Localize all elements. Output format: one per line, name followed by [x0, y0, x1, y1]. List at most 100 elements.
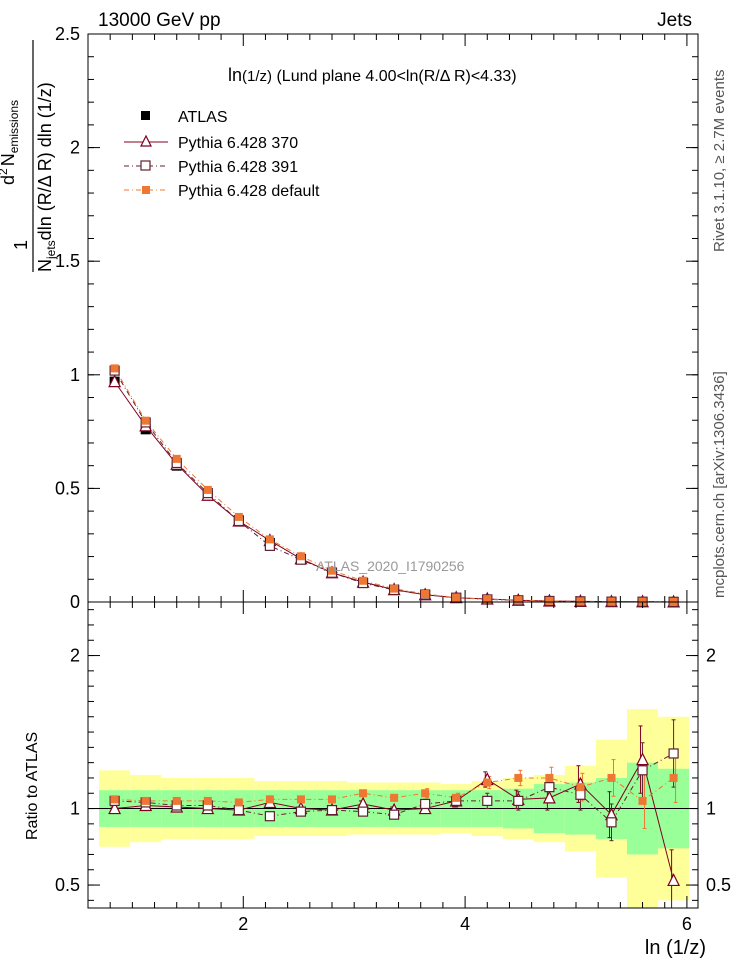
ratio-series-point [421, 789, 430, 798]
legend: ATLAS Pythia 6.428 370 Pythia 6.428 391 … [124, 109, 320, 200]
ratio-series-point [575, 789, 586, 800]
ratio-y-tick-label: 1 [70, 799, 80, 819]
ratio-series-point [172, 796, 181, 805]
ratio-frame [87, 601, 699, 909]
ratio-series-point [265, 795, 274, 804]
ratio-series-point [637, 765, 648, 776]
title-main: ln [228, 65, 242, 85]
main-y-tick-label: 2.5 [55, 24, 80, 44]
main-data [108, 364, 681, 608]
ratio-y-label: Ratio to ATLAS [24, 732, 41, 840]
ratio-series-point [606, 817, 617, 828]
y-label-numerator: d2 Nemissions [0, 100, 21, 185]
main-y-tick-label: 1 [70, 365, 80, 385]
ratio-series-point [295, 806, 307, 817]
ratio-series-point [326, 804, 338, 816]
main-y-tick-label: 2 [70, 138, 80, 158]
y-label-d: d [0, 175, 18, 185]
main-y-tick-label: 1.5 [55, 251, 80, 271]
main-series-point [514, 596, 523, 605]
x-axis-label: ln (1/z) [645, 937, 706, 959]
legend-label-default: Pythia 6.428 default [178, 183, 320, 200]
main-series-point [421, 590, 430, 599]
main-series-point [296, 552, 305, 561]
ratio-series-point [544, 782, 555, 793]
mcplots-label: mcplots.cern.ch [arXiv:1306.3436] [711, 371, 728, 598]
main-series-point [110, 364, 119, 373]
main-series-point [545, 596, 554, 605]
ratio-series-point [389, 809, 400, 820]
rivet-label: Rivet 3.1.10, ≥ 2.7M events [711, 70, 728, 253]
legend-marker-391 [140, 160, 151, 171]
y-label-denominator: Njetsdln (R/Δ R) dln (1/z) [35, 82, 58, 272]
ratio-series-point [108, 801, 122, 815]
main-y-label: 1 d2 Nemissions Njetsdln (R/Δ R) dln (1/z… [0, 40, 58, 272]
header-process: Jets [657, 10, 692, 31]
analysis-watermark: ATLAS_2020_I1790256 [316, 558, 465, 574]
header-energy: 13000 GeV pp [98, 10, 221, 31]
main-series-point [203, 485, 212, 494]
ratio-series-point [542, 790, 556, 804]
main-series-point [172, 454, 181, 463]
legend-marker-default [142, 186, 150, 194]
ratio-series-point [234, 798, 243, 807]
main-series-point [328, 566, 336, 575]
title-rest: (Lund plane 4.00<ln(R/Δ R)<4.33) [272, 68, 517, 85]
ratio-series-point [668, 748, 679, 759]
ratio-series-point [203, 796, 212, 805]
x-tick-label: 4 [460, 914, 470, 934]
main-series-point [390, 584, 399, 593]
ratio-series-point [513, 795, 524, 807]
ratio-series-point [667, 873, 681, 887]
y-label-power: 2 [0, 168, 10, 175]
ratio-y-tick-label: 0.5 [55, 875, 80, 895]
x-tick-label: 2 [238, 914, 248, 934]
main-series-point [576, 597, 585, 606]
main-series-point [452, 593, 461, 602]
ratio-x-axis: 2 4 6 [109, 602, 692, 934]
ratio-y-tick-label-right: 0.5 [706, 875, 731, 895]
ratio-series-point [636, 752, 650, 766]
legend-marker-atlas [141, 111, 150, 120]
ratio-series-point [141, 796, 150, 805]
main-panel: 0 0.5 1 1.5 2 2.5 ln(1/z) (Lund plane 4.00<ln… [55, 24, 699, 612]
y-label-emissions: emissions [7, 100, 21, 153]
main-series-point [359, 576, 368, 585]
y-label-jets: jets [44, 240, 58, 260]
ratio-series-point [514, 773, 523, 782]
ratio-series-point [264, 811, 275, 822]
plot-title: ln(1/z) (Lund plane 4.00<ln(R/Δ R)<4.33) [228, 65, 517, 85]
x-tick-label: 6 [682, 914, 692, 934]
main-x-axis [109, 34, 688, 602]
ratio-series-point [357, 806, 369, 817]
main-series-point [483, 595, 492, 604]
ratio-series-point [545, 773, 554, 782]
legend-label-391: Pythia 6.428 391 [178, 159, 298, 176]
ratio-y-tick-label: 2 [70, 646, 80, 666]
legend-marker-370 [140, 134, 152, 147]
ratio-series-point [452, 793, 461, 802]
ratio-series-point [638, 796, 647, 805]
ratio-series-point [483, 778, 492, 787]
ratio-series-point [669, 773, 678, 782]
main-y-tick-label: 0.5 [55, 478, 80, 498]
ratio-data [108, 719, 681, 909]
legend-label-370: Pythia 6.428 370 [178, 135, 298, 152]
main-y-tick-label: 0 [70, 592, 80, 612]
y-label-n: N [0, 153, 18, 166]
main-y-axis: 0 0.5 1 1.5 2 2.5 [55, 24, 698, 612]
legend-label-atlas: ATLAS [178, 109, 228, 126]
ratio-series-point [328, 795, 336, 804]
y-label-dln: dln (R/Δ R) dln (1/z) [35, 82, 55, 240]
y-label-njets-n: N [35, 259, 55, 272]
ratio-panel: 0.5 0.5 1 1 2 2 2 4 6 [55, 601, 731, 934]
ratio-y-axis: 0.5 0.5 1 1 2 2 [55, 609, 731, 901]
ratio-series-point [296, 795, 305, 804]
main-series-point [108, 374, 122, 388]
ratio-series-point [607, 773, 616, 782]
ratio-series-point [110, 795, 119, 804]
ratio-series-point [420, 798, 431, 810]
ratio-series-point [576, 783, 585, 792]
ratio-y-tick-label-right: 2 [706, 646, 716, 666]
